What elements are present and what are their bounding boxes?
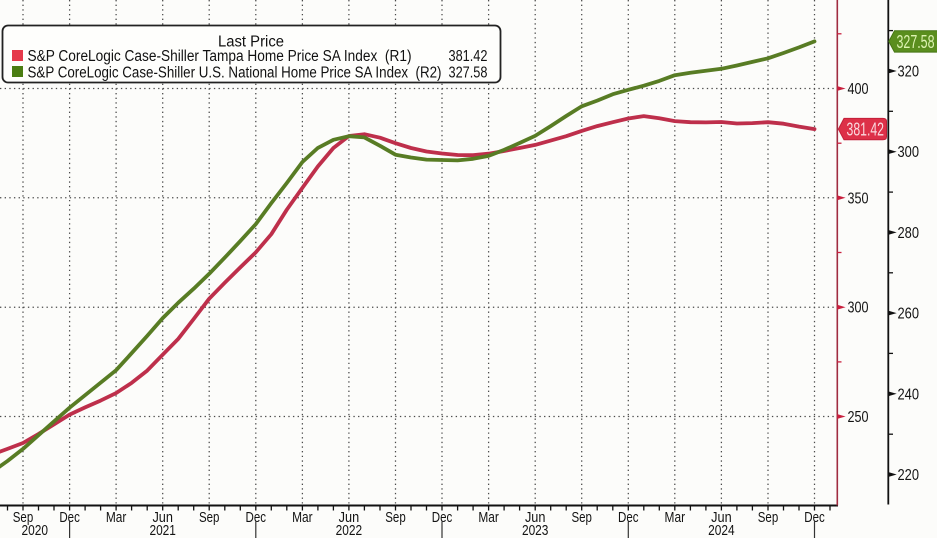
svg-text:2020: 2020 <box>22 523 49 538</box>
svg-text:300: 300 <box>898 144 920 161</box>
svg-text:Jun: Jun <box>152 510 173 526</box>
svg-text:Dec: Dec <box>432 510 453 526</box>
svg-text:Last Price: Last Price <box>218 34 284 51</box>
svg-text:Jun: Jun <box>711 510 732 526</box>
svg-text:2023: 2023 <box>522 523 549 538</box>
svg-text:381.42: 381.42 <box>449 48 488 65</box>
svg-text:350: 350 <box>848 190 869 207</box>
svg-text:280: 280 <box>898 225 920 242</box>
svg-text:327.58: 327.58 <box>449 65 488 82</box>
svg-text:Sep: Sep <box>199 510 220 526</box>
svg-text:Mar: Mar <box>665 510 686 526</box>
svg-text:Jun: Jun <box>525 510 546 526</box>
svg-text:Dec: Dec <box>59 510 80 526</box>
svg-text:Sep: Sep <box>385 510 406 526</box>
svg-text:327.58: 327.58 <box>897 31 935 52</box>
svg-text:Dec: Dec <box>246 510 267 526</box>
svg-text:381.42: 381.42 <box>847 119 885 140</box>
svg-text:260: 260 <box>898 306 920 323</box>
svg-text:Sep: Sep <box>571 510 592 526</box>
svg-text:Dec: Dec <box>804 510 825 526</box>
svg-text:Dec: Dec <box>618 510 639 526</box>
svg-text:Jun: Jun <box>339 510 360 526</box>
svg-text:2024: 2024 <box>708 523 735 538</box>
svg-text:2021: 2021 <box>149 523 176 538</box>
svg-text:Sep: Sep <box>13 510 34 526</box>
svg-text:220: 220 <box>898 467 920 484</box>
svg-text:2022: 2022 <box>336 523 363 538</box>
svg-text:Mar: Mar <box>106 510 127 526</box>
svg-text:300: 300 <box>848 300 869 317</box>
svg-text:Mar: Mar <box>292 510 313 526</box>
svg-text:250: 250 <box>848 409 869 426</box>
svg-text:400: 400 <box>848 81 869 98</box>
svg-text:240: 240 <box>898 386 920 403</box>
svg-text:Sep: Sep <box>758 510 779 526</box>
svg-text:320: 320 <box>898 64 920 81</box>
svg-text:S&P CoreLogic Case-Shiller U.S: S&P CoreLogic Case-Shiller U.S. National… <box>28 65 442 82</box>
svg-text:S&P CoreLogic Case-Shiller Tam: S&P CoreLogic Case-Shiller Tampa Home Pr… <box>28 48 412 65</box>
svg-text:Mar: Mar <box>478 510 499 526</box>
